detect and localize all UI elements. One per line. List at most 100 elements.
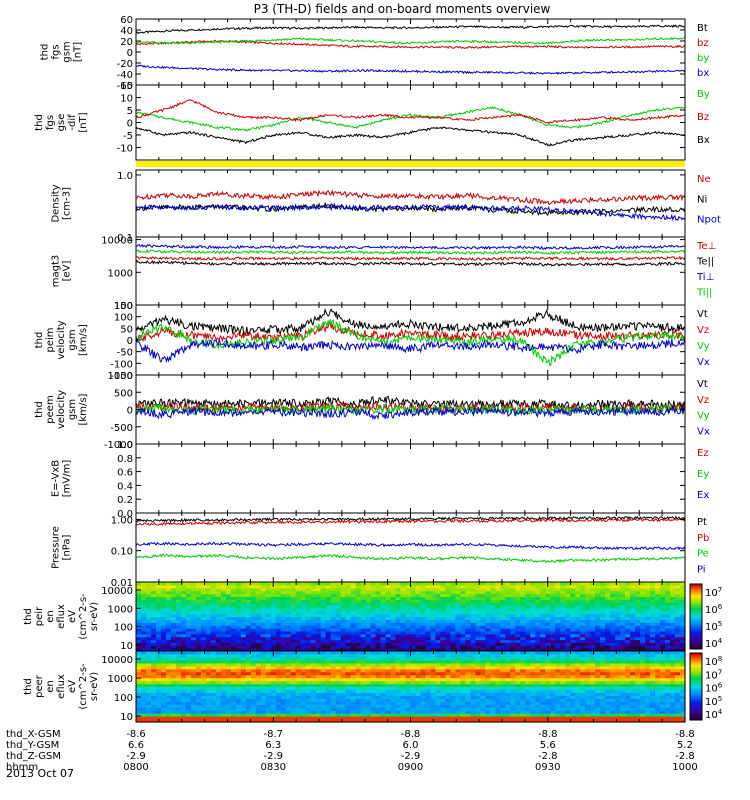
panel-peem-velocity: 1000 500 0 -500 -1000 thd peem velocity gsm [km/s… xyxy=(34,371,710,451)
spectrogram-peer-eflux-ylabel-line: eV xyxy=(67,680,78,693)
panel-fgs-gsm-ylabel: thd fgs gsm [nT] xyxy=(40,41,84,62)
legend-peem-velocity-1: Vz xyxy=(697,395,709,406)
panel-peim-velocity-ylabel-line: peim xyxy=(45,327,56,352)
spectrogram-peir-eflux-ylabel-line: eflux xyxy=(56,604,67,629)
panel-peem-velocity-ylabel-line: gsm xyxy=(67,399,78,420)
xaxis-tick-label: -8.6 xyxy=(126,729,146,740)
ytick-peem-velocity: 500 xyxy=(114,388,133,399)
legend-pressure-1: Pb xyxy=(697,533,709,544)
legend-e-field-2: Ex xyxy=(697,490,709,501)
ytick-fgs-gse: 0 xyxy=(127,119,133,130)
series-temperature-3 xyxy=(136,248,685,255)
ytick-temperature: 1000 xyxy=(108,268,133,279)
xaxis-row-label: thd_Z-GSM xyxy=(6,751,61,762)
series-peim-velocity-0 xyxy=(136,307,685,337)
panel-fgs-gse: 15 105 0-5 -10 thd fgs gse -dif [nT] By Bz Bx xyxy=(34,81,710,161)
panel-peem-velocity-ylabel-line: peem xyxy=(45,395,56,423)
series-temperature-0 xyxy=(136,255,685,261)
panel-peim-velocity-ylabel-line: thd xyxy=(34,332,45,349)
xaxis-tick-label: 6.3 xyxy=(265,740,281,751)
panel-density-ylabel-line: [cm-3] xyxy=(62,187,73,220)
panel-fgs-gsm-series xyxy=(136,24,685,76)
panel-temperature: 10000 1000 100 magt3 [eV] Te⊥ Te|| Ti⊥ Ti|| xyxy=(51,236,717,312)
panel-e-field-ylabel: E=-VxB [mV/m] xyxy=(51,460,73,498)
ytick-peem-velocity: 0 xyxy=(127,406,133,417)
series-density-0 xyxy=(136,189,685,206)
colorbar-tick-peer-eflux: 105 xyxy=(705,695,722,708)
ytick-fgs-gsm: -20 xyxy=(117,59,133,70)
ytick-fgs-gse: -5 xyxy=(123,131,133,142)
legend-fgs-gsm-2: by xyxy=(697,53,709,64)
series-pressure-2 xyxy=(136,553,685,564)
legend-temperature-1: Te|| xyxy=(696,257,714,268)
ytick-peer-eflux: 10000 xyxy=(101,655,133,666)
colorbar-tick-peir-eflux: 106 xyxy=(705,603,723,616)
ytick-fgs-gsm: -40 xyxy=(117,70,133,81)
ytick-fgs-gsm: 60 xyxy=(120,15,133,26)
colorbar-tick-peer-eflux: 104 xyxy=(705,708,723,721)
xaxis-row-label: thd_X-GSM xyxy=(6,729,61,740)
ytick-peir-eflux: 10000 xyxy=(101,586,133,597)
legend-fgs-gse-1: Bz xyxy=(697,112,709,123)
panel-peim-velocity-ylabel-line: [km/s] xyxy=(78,324,89,356)
colorbar-tick-peir-eflux: 104 xyxy=(705,637,723,650)
legend-fgs-gse-2: Bx xyxy=(697,135,710,146)
spectrogram-peer-eflux-ylabel-line: eflux xyxy=(56,674,67,699)
ytick-temperature: 10000 xyxy=(101,236,133,247)
legend-e-field-1: Ey xyxy=(697,469,709,480)
series-pressure-0 xyxy=(136,515,685,523)
panel-peem-velocity-series xyxy=(136,395,685,421)
xaxis-tick-label: 5.2 xyxy=(677,740,693,751)
ytick-peem-velocity: -1000 xyxy=(104,440,133,451)
panel-temperature-series xyxy=(136,243,685,267)
ytick-peim-velocity: 0 xyxy=(127,336,133,347)
panel-e-field-ylabel-line: [mV/m] xyxy=(62,460,73,498)
legend-temperature-2: Ti⊥ xyxy=(696,272,714,283)
colorbar-tick-peer-eflux: 108 xyxy=(705,655,722,668)
series-fgs-gsm-2 xyxy=(136,36,685,45)
legend-fgs-gse-0: By xyxy=(697,89,710,100)
legend-pressure-3: Pi xyxy=(697,564,706,575)
ytick-temperature: 100 xyxy=(114,301,133,312)
panel-fgs-gse-ylabel-line: [nT] xyxy=(78,112,89,132)
spectrogram-peer-eflux-ylabel-line: (cm^2-s- xyxy=(78,663,89,710)
series-pressure-3 xyxy=(136,541,685,551)
panel-density-frame xyxy=(135,169,686,238)
ytick-peir-eflux: 100 xyxy=(114,623,133,634)
ytick-fgs-gsm: -60 xyxy=(117,81,133,92)
series-density-2 xyxy=(136,203,685,222)
xaxis-tick-label: -8.8 xyxy=(675,729,695,740)
spectrogram-peir-eflux-ylabel-line: sr-eV) xyxy=(89,602,100,631)
xaxis-tick-label: 5.6 xyxy=(540,740,556,751)
panel-density-series xyxy=(136,189,685,222)
series-peim-velocity-2 xyxy=(136,319,685,367)
series-temperature-1 xyxy=(136,259,685,267)
spectrogram-peir-eflux-ylabel-line: thd xyxy=(23,608,34,625)
ytick-peer-eflux: 10 xyxy=(120,712,133,723)
ytick-fgs-gsm: 40 xyxy=(120,26,133,37)
xaxis-tick-label: 1000 xyxy=(672,762,697,773)
series-fgs-gse-1 xyxy=(136,99,685,125)
ytick-e-field: 0.8 xyxy=(117,454,133,465)
ytick-peim-velocity: 50 xyxy=(120,324,133,335)
legend-temperature-3: Ti|| xyxy=(696,288,712,299)
spectrogram-peir-eflux-ylabel-line: eV xyxy=(67,610,78,623)
spectrogram-peer-eflux-ylabel: thd peer en eflux eV (cm^2-s-sr-eV) xyxy=(23,663,100,710)
spectrogram-peer-eflux-ylabel-line: sr-eV) xyxy=(89,672,100,701)
panel-temperature-ylabel-line: [eV] xyxy=(62,261,73,282)
xaxis-row-label: hhmm xyxy=(6,762,38,773)
series-density-1 xyxy=(136,201,685,217)
xaxis-tick-label: 0930 xyxy=(535,762,560,773)
legend-peem-velocity-2: Vy xyxy=(697,411,710,422)
xaxis-tick-label: 6.6 xyxy=(128,740,144,751)
xaxis-tick-label: 0900 xyxy=(398,762,423,773)
series-fgs-gsm-1 xyxy=(136,39,685,50)
spectrogram-peir-eflux: 10000 1000 100 10 thd peir en eflux eV (cm^2-s-sr… xyxy=(23,581,723,652)
panel-temperature-ylabel-line: magt3 xyxy=(51,255,62,288)
ytick-peim-velocity: 150 xyxy=(114,301,133,312)
panel-peem-velocity-ylabel: thd peem velocity gsm [km/s] xyxy=(34,390,89,429)
legend-density-0: Ne xyxy=(697,174,711,185)
legend-density-2: Npot xyxy=(697,215,721,226)
xaxis-tick-label: -2.9 xyxy=(263,751,283,762)
